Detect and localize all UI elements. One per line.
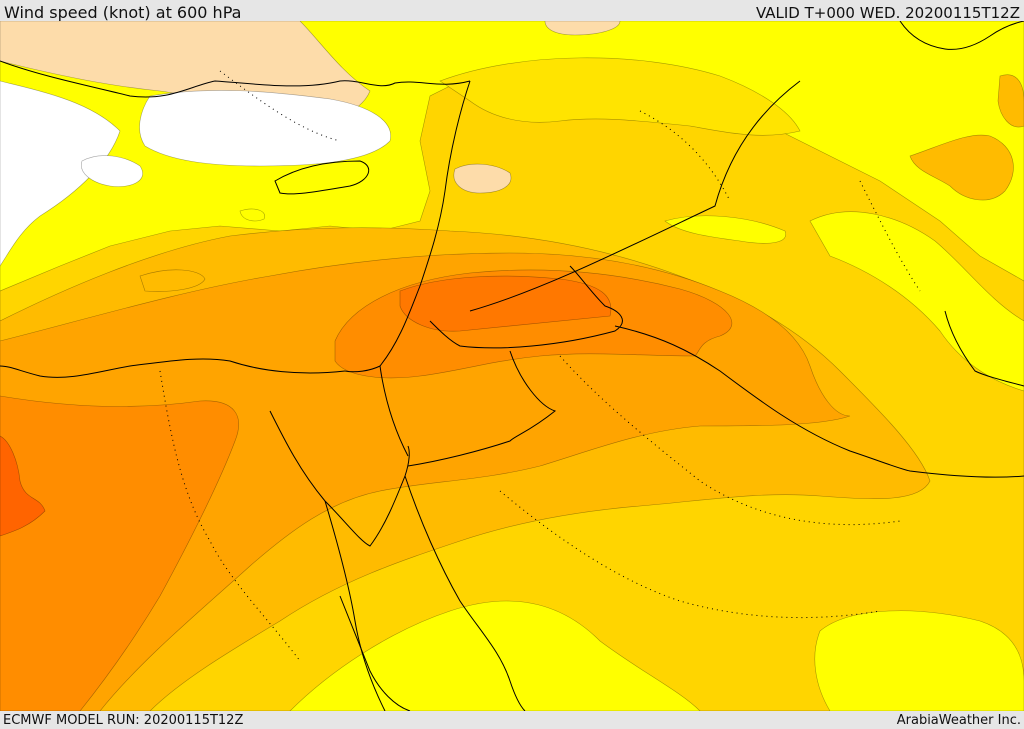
- valid-time: VALID T+000 WED. 20200115T12Z: [755, 4, 1020, 22]
- field-orange-egypt: [0, 395, 239, 711]
- footer-bar: ECMWF MODEL RUN: 20200115T12Z ArabiaWeat…: [0, 711, 1024, 729]
- coast-turkey-south: [0, 60, 471, 98]
- field-white-east-med: [139, 90, 391, 167]
- coast-red-sea-west: [324, 500, 386, 711]
- border-egypt-israel: [379, 365, 409, 457]
- border-egypt-sudan: [339, 595, 411, 711]
- field-yellow-bright-red-sea: [289, 600, 701, 711]
- field-yellow-bright-cyprus-blob: [239, 208, 266, 222]
- field-red-orange-egypt: [0, 435, 46, 537]
- field-orange-light-jet: [0, 252, 851, 711]
- field-amber-iran: [909, 134, 1014, 201]
- field-yellow-north-band: [439, 57, 801, 136]
- coast-cyprus: [274, 160, 370, 195]
- border-syria-iraq: [469, 80, 801, 312]
- border-saudi-jordan: [407, 350, 557, 467]
- dotted-line-3: [499, 490, 881, 619]
- wind-speed-map: [0, 21, 1024, 711]
- coast-sinai: [269, 410, 410, 547]
- coast-black-sea: [899, 21, 1024, 50]
- field-amber-blob-1: [139, 269, 206, 292]
- border-jordan: [429, 265, 623, 349]
- dotted-line-6: [219, 70, 341, 142]
- border-saudi-iraq: [614, 325, 1024, 478]
- field-amber-zagros: [997, 74, 1024, 128]
- map-title: Wind speed (knot) at 600 hPa: [4, 3, 242, 22]
- header-bar: Wind speed (knot) at 600 hPa VALID T+000…: [0, 0, 1024, 22]
- field-yellow-bright-iraq: [664, 215, 787, 244]
- dotted-line-5: [859, 180, 921, 292]
- coast-levant: [344, 80, 471, 373]
- field-peach-caspian: [544, 21, 621, 36]
- field-peach-cyprus-lebanon: [453, 163, 512, 194]
- field-white-small-1: [81, 155, 143, 187]
- model-run: ECMWF MODEL RUN: 20200115T12Z: [3, 713, 244, 728]
- borders: [339, 80, 1024, 711]
- credit: ArabiaWeather Inc.: [896, 713, 1021, 728]
- dotted-boundaries: [159, 70, 921, 662]
- coast-gulf: [944, 310, 1024, 387]
- coastlines: [0, 21, 1024, 711]
- field-yellow-bright-gulf: [809, 211, 1024, 392]
- coast-red-sea-east: [404, 475, 526, 711]
- coast-egypt-north: [0, 358, 346, 378]
